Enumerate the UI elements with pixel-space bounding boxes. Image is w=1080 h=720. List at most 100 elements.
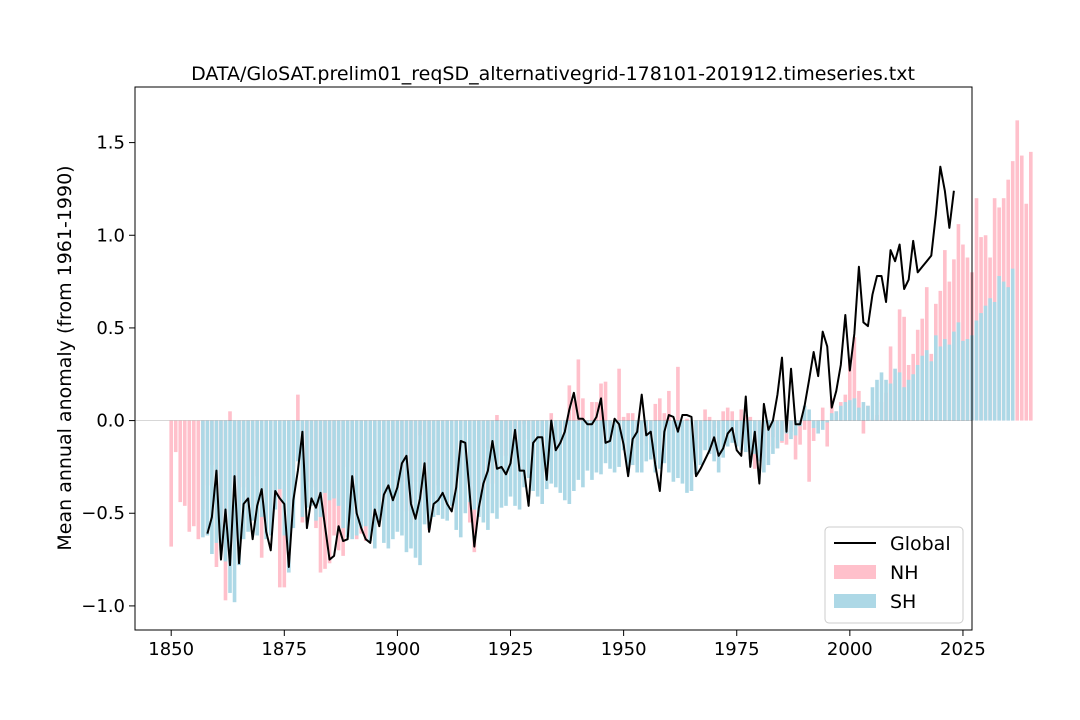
- bar-nh-1950: [621, 416, 626, 421]
- bar-sh-1871: [264, 420, 269, 540]
- bar-sh-1963: [680, 420, 685, 484]
- bar-nh-2025: [961, 244, 965, 421]
- bar-sh-2012: [902, 387, 906, 421]
- bar-nh-1958: [658, 398, 662, 421]
- bar-sh-1884: [323, 420, 327, 493]
- bar-sh-1972: [721, 420, 725, 458]
- bar-sh-1955: [644, 420, 649, 462]
- bar-nh-1996: [829, 398, 834, 421]
- bar-sh-2001: [852, 398, 857, 421]
- bar-sh-1948: [612, 420, 617, 473]
- bar-sh-2031: [988, 298, 992, 421]
- bar-nh-1968: [703, 409, 707, 421]
- bar-nh-1988: [793, 420, 798, 460]
- bar-nh-1994: [820, 407, 825, 421]
- bar-sh-1863: [228, 420, 232, 593]
- bar-sh-1879: [300, 420, 305, 517]
- bar-nh-1878: [296, 394, 300, 421]
- bar-sh-1971: [716, 420, 721, 473]
- y-tick-label-4: 1.0: [96, 225, 125, 246]
- bar-nh-1943: [590, 402, 594, 421]
- bar-nh-1856: [196, 420, 201, 540]
- bar-sh-1866: [241, 420, 246, 540]
- bar-sh-1902: [404, 420, 409, 553]
- bar-nh-1962: [676, 366, 680, 421]
- global-series-line: [206, 165, 955, 568]
- bar-sh-2029: [979, 313, 983, 421]
- bar-nh-1853: [182, 420, 187, 506]
- bar-sh-2022: [947, 344, 952, 421]
- legend-sh-label: SH: [890, 591, 916, 613]
- bar-sh-1881: [309, 420, 314, 506]
- bar-nh-1940: [576, 359, 581, 421]
- bar-nh-1863: [228, 411, 232, 421]
- bar-sh-1924: [504, 420, 508, 506]
- legend: Global NH SH: [824, 526, 964, 624]
- bar-sh-1940: [576, 420, 581, 480]
- bar-sh-2034: [1001, 281, 1006, 421]
- bar-sh-1992: [811, 420, 816, 428]
- bar-sh-1991: [807, 409, 811, 421]
- bar-sh-1859: [210, 420, 214, 555]
- x-tick-label-2000: 2000: [827, 639, 873, 660]
- global-line-group: [206, 165, 955, 568]
- bar-sh-1965: [689, 420, 694, 491]
- y-tick-label-0: −1.0: [81, 596, 125, 617]
- bar-nh-1949: [617, 368, 621, 421]
- bar-sh-1951: [626, 420, 630, 473]
- bar-sh-1900: [395, 420, 400, 532]
- bar-sh-2002: [857, 407, 861, 421]
- bar-sh-1889: [345, 420, 350, 538]
- bar-sh-1914: [458, 420, 463, 538]
- bar-sh-1872: [268, 420, 273, 536]
- bar-sh-1988: [793, 420, 798, 436]
- bar-nh-2037: [1015, 120, 1020, 421]
- bar-nh-1992: [811, 420, 816, 441]
- bar-sh-1861: [219, 420, 223, 551]
- x-tick-label-1925: 1925: [488, 639, 534, 660]
- bar-nh-2011: [897, 309, 902, 421]
- bar-sh-1921: [490, 420, 495, 514]
- bar-sh-2000: [848, 400, 852, 421]
- bar-sh-1949: [617, 420, 621, 467]
- bar-sh-1960: [667, 420, 671, 473]
- x-tick-label-1950: 1950: [601, 639, 647, 660]
- bar-sh-2019: [934, 335, 938, 421]
- bar-sh-1897: [382, 420, 386, 543]
- bar-sh-2010: [893, 368, 897, 421]
- bar-sh-2033: [997, 276, 1001, 421]
- x-tick-label-1975: 1975: [714, 639, 760, 660]
- bar-sh-2015: [915, 364, 920, 421]
- bar-sh-1912: [449, 420, 454, 506]
- bar-sh-1893: [363, 420, 368, 527]
- bar-sh-1993: [816, 420, 820, 434]
- bar-sh-1943: [590, 420, 594, 480]
- bar-sh-1966: [694, 420, 698, 475]
- bar-sh-1978: [748, 420, 753, 460]
- bar-sh-1928: [522, 420, 526, 488]
- legend-global-label: Global: [890, 533, 951, 555]
- bar-nh-1974: [730, 411, 735, 421]
- bar-sh-1918: [477, 420, 481, 517]
- bar-sh-1967: [698, 420, 703, 466]
- bar-sh-1964: [685, 420, 689, 493]
- bar-nh-2012: [902, 316, 906, 421]
- bar-sh-1867: [246, 420, 250, 532]
- bar-nh-2038: [1019, 155, 1024, 421]
- x-axis: 1850 1875 1900 1925 1950 1975 2000 2025: [148, 630, 986, 660]
- bar-nh-1852: [178, 420, 183, 503]
- bar-sh-1938: [567, 420, 572, 504]
- bar-sh-1980: [757, 420, 762, 462]
- y-tick-label-1: −0.5: [81, 503, 125, 524]
- bar-sh-1926: [513, 420, 517, 506]
- bar-sh-2026: [965, 339, 970, 421]
- bar-sh-2036: [1010, 268, 1015, 421]
- bar-nh-1922: [495, 415, 499, 421]
- bar-nh-1990: [802, 420, 807, 430]
- bar-sh-1887: [336, 420, 341, 506]
- bar-sh-2011: [897, 372, 902, 421]
- bar-sh-1891: [354, 420, 359, 536]
- bar-nh-2039: [1024, 203, 1029, 421]
- y-axis: −1.0 −0.5 0.0 0.5 1.0 1.5: [81, 133, 135, 617]
